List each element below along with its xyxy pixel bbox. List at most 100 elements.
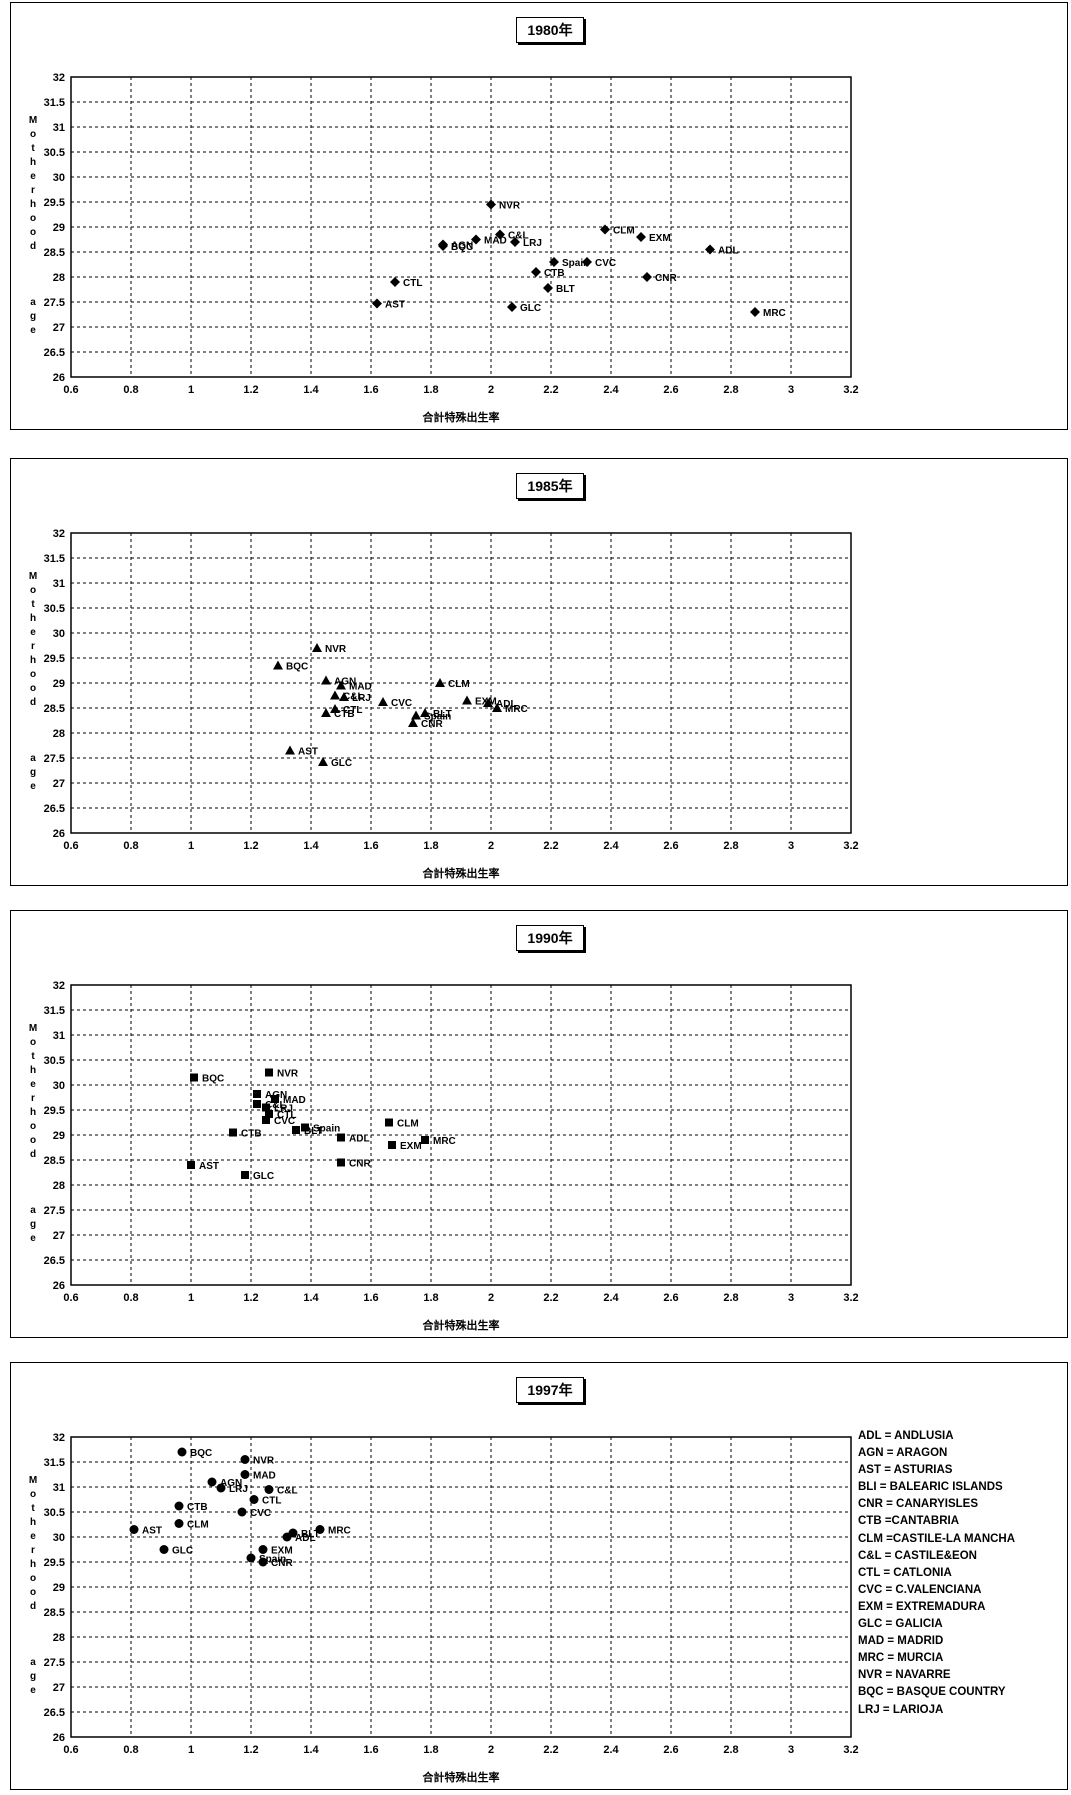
x-tick-label: 1.4 bbox=[303, 840, 319, 852]
data-point bbox=[265, 1068, 273, 1077]
y-tick-label: 26.5 bbox=[44, 1255, 65, 1267]
data-point bbox=[253, 1100, 261, 1108]
data-point bbox=[471, 234, 481, 245]
data-point bbox=[421, 1136, 429, 1144]
legend-item: C&L = CASTILE&EON bbox=[858, 1549, 977, 1562]
data-point bbox=[190, 1073, 198, 1082]
data-point bbox=[339, 692, 349, 701]
scatter-chart-1985: 3231.53130.53029.52928.52827.52726.5260.… bbox=[29, 528, 859, 880]
point-label: AST bbox=[199, 1161, 219, 1172]
data-point bbox=[273, 660, 283, 670]
data-point bbox=[216, 1483, 226, 1493]
x-tick-label: 2.6 bbox=[663, 1292, 678, 1304]
y-axis-label-letter: e bbox=[30, 1685, 36, 1696]
x-tick-label: 1 bbox=[188, 1744, 194, 1756]
data-point bbox=[187, 1161, 195, 1169]
point-label: BLT bbox=[433, 709, 452, 720]
point-label: CVC bbox=[595, 258, 616, 269]
y-axis-label-letter: o bbox=[30, 1489, 36, 1500]
y-axis-label-letter: e bbox=[30, 627, 36, 638]
y-axis-label-letter: h bbox=[30, 1107, 36, 1118]
y-tick-label: 28 bbox=[53, 1180, 65, 1192]
data-point bbox=[543, 283, 553, 293]
point-label: CLM bbox=[448, 679, 470, 690]
legend-item: CTB =CANTABRIA bbox=[858, 1515, 960, 1528]
data-point bbox=[385, 1118, 393, 1127]
x-tick-label: 2.4 bbox=[603, 1744, 619, 1756]
y-axis-label-letter: a bbox=[30, 1657, 36, 1668]
y-tick-label: 27.5 bbox=[44, 1657, 65, 1669]
x-tick-label: 2.2 bbox=[543, 384, 558, 396]
y-tick-label: 27.5 bbox=[44, 753, 65, 765]
scatter-chart-1997: 3231.53130.53029.52928.52827.52726.5260.… bbox=[29, 1432, 859, 1784]
data-point bbox=[262, 1116, 270, 1124]
data-point bbox=[531, 267, 541, 277]
y-axis-label-letter: r bbox=[31, 1093, 35, 1104]
point-label: EXM bbox=[400, 1141, 422, 1152]
y-tick-label: 29 bbox=[53, 678, 65, 690]
point-label: NVR bbox=[499, 201, 521, 212]
y-axis-label-letter: M bbox=[29, 1475, 37, 1486]
x-tick-label: 2.2 bbox=[543, 1744, 558, 1756]
data-point bbox=[271, 1095, 279, 1103]
point-label: CNR bbox=[655, 273, 677, 284]
legend-item: ADL = ANDLUSIA bbox=[858, 1430, 954, 1442]
data-point bbox=[337, 1133, 345, 1142]
y-tick-label: 31 bbox=[53, 122, 65, 134]
y-axis-label-letter: d bbox=[30, 1149, 36, 1160]
point-label: Spain bbox=[424, 712, 451, 723]
data-point bbox=[258, 1557, 268, 1567]
data-point bbox=[600, 224, 610, 235]
x-tick-label: 1 bbox=[188, 1292, 194, 1304]
data-point bbox=[282, 1532, 292, 1542]
data-point bbox=[388, 1141, 396, 1149]
x-tick-label: 3.2 bbox=[843, 1292, 858, 1304]
y-axis-label-letter: t bbox=[31, 1503, 35, 1514]
data-point bbox=[408, 718, 418, 727]
x-tick-label: 2 bbox=[488, 384, 494, 396]
y-axis-label-letter: t bbox=[31, 143, 35, 154]
data-point bbox=[237, 1507, 247, 1517]
y-axis-label-letter: o bbox=[30, 585, 36, 596]
data-point bbox=[318, 757, 328, 766]
y-tick-label: 30.5 bbox=[44, 1055, 65, 1067]
legend-item: MAD = MADRID bbox=[858, 1635, 944, 1648]
point-label: LRJ bbox=[274, 1104, 293, 1115]
y-axis-label-letter: M bbox=[29, 1023, 37, 1034]
data-point bbox=[174, 1519, 184, 1528]
y-tick-label: 28.5 bbox=[44, 247, 65, 259]
y-tick-label: 31.5 bbox=[44, 1457, 65, 1469]
data-point bbox=[705, 244, 715, 255]
y-tick-label: 32 bbox=[53, 980, 65, 992]
y-axis-label-letter: h bbox=[30, 655, 36, 666]
scatter-chart-1990: 3231.53130.53029.52928.52827.52726.5260.… bbox=[29, 980, 859, 1332]
x-tick-label: 1.8 bbox=[423, 1744, 438, 1756]
y-tick-label: 30.5 bbox=[44, 603, 65, 615]
x-tick-label: 0.6 bbox=[63, 840, 78, 852]
chart-panel-1990: 1990年 32 31.5 31 30.5 30 29.5 29 28.5 28 27.5 27 26… bbox=[10, 910, 1068, 1338]
point-label: ADL bbox=[496, 699, 517, 710]
data-point bbox=[390, 277, 400, 287]
x-tick-label: 2.2 bbox=[543, 1292, 558, 1304]
point-label: CLM bbox=[397, 1119, 419, 1130]
chart-title: 1990年 bbox=[516, 925, 584, 951]
x-axis-label: 合計特殊出生率 bbox=[423, 866, 500, 880]
x-tick-label: 2 bbox=[488, 1744, 494, 1756]
point-label: LRJ bbox=[352, 693, 371, 704]
plot-area bbox=[70, 76, 852, 378]
x-tick-label: 0.8 bbox=[123, 1292, 138, 1304]
y-tick-label: 29 bbox=[53, 1130, 65, 1142]
data-point bbox=[174, 1501, 184, 1511]
data-point bbox=[265, 1110, 273, 1118]
x-tick-label: 0.8 bbox=[123, 1744, 138, 1756]
y-axis-label-letter: e bbox=[30, 781, 36, 792]
x-tick-label: 1.2 bbox=[243, 840, 258, 852]
y-tick-label: 26 bbox=[53, 828, 65, 840]
data-point bbox=[495, 229, 505, 240]
point-label: CNR bbox=[421, 719, 443, 730]
y-axis-label-letter: M bbox=[29, 571, 37, 582]
data-point bbox=[483, 698, 493, 707]
x-tick-label: 1.2 bbox=[243, 1292, 258, 1304]
x-tick-label: 2 bbox=[488, 840, 494, 852]
y-tick-label: 30.5 bbox=[44, 1507, 65, 1519]
